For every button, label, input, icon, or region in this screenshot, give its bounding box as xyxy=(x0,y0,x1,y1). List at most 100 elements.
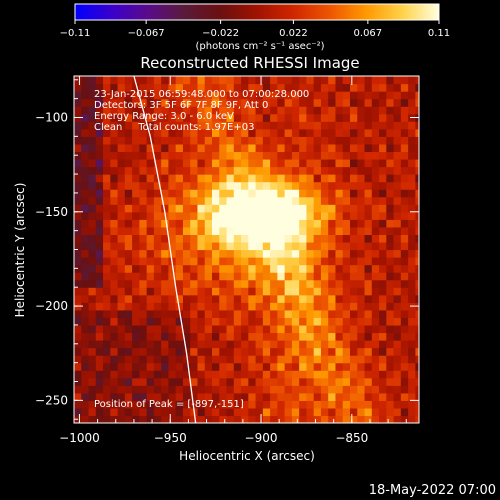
heatmap-cell xyxy=(335,91,344,100)
heatmap-cell xyxy=(204,347,213,356)
heatmap-cell xyxy=(204,340,213,349)
heatmap-cell xyxy=(117,113,126,122)
heatmap-cell xyxy=(132,83,140,92)
heatmap-cell xyxy=(393,279,402,288)
heatmap-cell xyxy=(277,257,286,266)
heatmap-cell xyxy=(95,121,104,130)
heatmap-cell xyxy=(212,249,220,258)
heatmap-cell xyxy=(124,264,133,273)
heatmap-cell xyxy=(88,143,97,153)
heatmap-cell xyxy=(400,158,409,168)
heatmap-cell xyxy=(255,151,264,160)
heatmap-cell xyxy=(103,309,111,318)
heatmap-cell xyxy=(342,76,351,85)
heatmap-cell xyxy=(197,143,206,153)
heatmap-cell xyxy=(255,332,264,341)
heatmap-cell xyxy=(299,392,308,401)
heatmap-cell xyxy=(241,166,249,175)
heatmap-cell xyxy=(357,136,366,145)
heatmap-cell xyxy=(284,407,293,417)
heatmap-cell xyxy=(284,370,293,379)
heatmap-cell xyxy=(393,106,402,115)
heatmap-cell xyxy=(74,272,82,281)
heatmap-cell xyxy=(306,324,315,334)
heatmap-cell xyxy=(219,355,228,364)
heatmap-cell xyxy=(241,309,249,318)
heatmap-cell xyxy=(132,415,140,423)
heatmap-cell xyxy=(342,407,351,417)
heatmap-cell xyxy=(197,249,206,258)
heatmap-cell xyxy=(248,241,257,251)
heatmap-cell xyxy=(313,121,322,130)
heatmap-cell xyxy=(95,151,104,160)
heatmap-cell xyxy=(328,181,337,190)
heatmap-cell xyxy=(146,309,155,318)
heatmap-cell xyxy=(74,332,82,341)
heatmap-cell xyxy=(371,415,380,423)
y-axis: −100−150−200−250 xyxy=(35,79,419,420)
heatmap-cell xyxy=(241,113,249,122)
heatmap-cell xyxy=(81,257,90,266)
heatmap-cell xyxy=(182,264,191,273)
heatmap-cell xyxy=(146,189,155,198)
heatmap-cell xyxy=(255,128,264,137)
heatmap-cell xyxy=(306,241,315,251)
heatmap-cell xyxy=(393,287,402,296)
heatmap-cell xyxy=(350,189,358,198)
heatmap-cell xyxy=(393,324,402,334)
heatmap-cell xyxy=(204,174,213,183)
heatmap-cell xyxy=(386,189,395,198)
heatmap-cell xyxy=(277,211,286,220)
heatmap-cell xyxy=(182,294,191,303)
heatmap-cell xyxy=(190,106,199,115)
heatmap-cell xyxy=(299,166,308,175)
heatmap-cell xyxy=(291,324,300,334)
heatmap-cell xyxy=(408,294,416,303)
heatmap-cell xyxy=(153,226,162,236)
heatmap-cell xyxy=(88,309,97,318)
heatmap-cell xyxy=(393,113,402,122)
heatmap-cell xyxy=(110,415,119,423)
heatmap-cell xyxy=(313,234,322,243)
heatmap-cell xyxy=(88,347,97,356)
heatmap-cell xyxy=(117,400,126,409)
heatmap-cell xyxy=(88,279,97,288)
y-tick-label: −250 xyxy=(35,393,68,407)
heatmap-cell xyxy=(124,392,133,401)
heatmap-cell xyxy=(146,317,155,326)
heatmap-cell xyxy=(357,174,366,183)
heatmap-cell xyxy=(175,234,184,243)
heatmap-cell xyxy=(393,362,402,371)
heatmap-cell xyxy=(357,226,366,236)
heatmap-cell xyxy=(190,113,199,122)
heatmap-cell xyxy=(248,113,257,122)
heatmap-cell xyxy=(291,196,300,205)
heatmap-cell xyxy=(320,204,329,213)
heatmap-cell xyxy=(379,106,387,115)
annotation-time-range: 23-Jan-2015 06:59:48.000 to 07:00:28.000 xyxy=(94,89,309,100)
heatmap-cell xyxy=(117,143,126,153)
heatmap-cell xyxy=(197,309,206,318)
heatmap-cell xyxy=(226,76,235,85)
heatmap-cell xyxy=(168,355,177,364)
heatmap-cell xyxy=(241,400,249,409)
heatmap-cell xyxy=(146,415,155,423)
heatmap-cell xyxy=(110,234,119,243)
heatmap-cell xyxy=(350,204,358,213)
heatmap-cell xyxy=(248,257,257,266)
heatmap-cell xyxy=(262,317,271,326)
heatmap-cell xyxy=(313,362,322,371)
heatmap-cell xyxy=(81,181,90,190)
heatmap-cell xyxy=(291,83,300,92)
heatmap-cell xyxy=(408,174,416,183)
heatmap-cell xyxy=(88,332,97,341)
heatmap-cell xyxy=(364,407,373,417)
heatmap-cell xyxy=(277,294,286,303)
heatmap-cell xyxy=(357,302,366,311)
x-tick-label: −850 xyxy=(335,431,368,445)
heatmap-cell xyxy=(415,76,419,85)
heatmap-cell xyxy=(364,309,373,318)
heatmap-cell xyxy=(74,196,82,205)
heatmap-cell xyxy=(74,249,82,258)
heatmap-cell xyxy=(117,121,126,130)
